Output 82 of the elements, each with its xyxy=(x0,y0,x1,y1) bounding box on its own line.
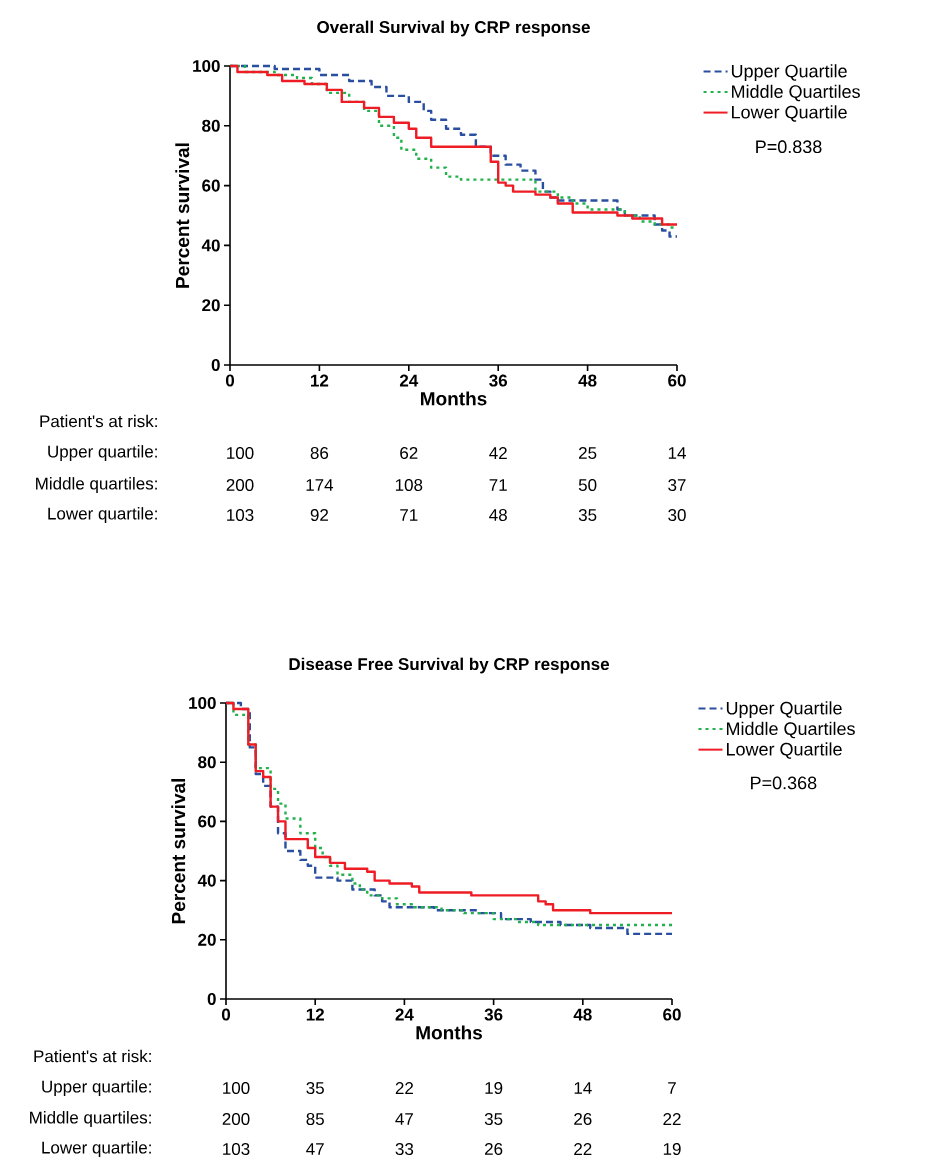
text: 71 xyxy=(489,479,507,491)
legend-label: Lower Quartile xyxy=(732,105,847,122)
y-tick-label: 100 xyxy=(193,59,220,73)
text: 30 xyxy=(668,508,686,522)
y-tick-label: 100 xyxy=(189,696,216,710)
text: 22 xyxy=(395,1082,413,1094)
x-tick-label: 60 xyxy=(663,1008,681,1021)
legend-label: Upper Quartile xyxy=(731,64,847,81)
text: 48 xyxy=(489,508,507,522)
text: 108 xyxy=(395,478,423,492)
x-tick-label: 36 xyxy=(489,374,508,387)
x-tick-label: 48 xyxy=(578,374,597,387)
text: 25 xyxy=(579,446,597,460)
x-tick-label: 48 xyxy=(573,1008,592,1021)
text: P=0.368 xyxy=(751,776,817,790)
text: Middle quartiles: xyxy=(30,1111,151,1127)
chart-title: Overall Survival by CRP response xyxy=(317,20,590,37)
text: 100 xyxy=(223,1081,250,1095)
text: 174 xyxy=(306,479,334,491)
x-tick-label: 12 xyxy=(306,1008,324,1021)
x-axis-title: Months xyxy=(416,1025,482,1040)
text: 103 xyxy=(227,508,254,522)
text: 35 xyxy=(484,1112,503,1126)
chart-title: Disease Free Survival by CRP response xyxy=(289,657,610,674)
text: 200 xyxy=(226,478,254,492)
text: Patient's at risk: xyxy=(40,414,157,428)
y-tick-label: 60 xyxy=(202,179,220,192)
text: 47 xyxy=(306,1143,324,1155)
x-tick-label: 12 xyxy=(311,374,329,387)
text: 33 xyxy=(395,1142,414,1156)
y-tick-label: 20 xyxy=(202,299,220,312)
y-tick-label: 0 xyxy=(207,992,216,1006)
text: Upper quartile: xyxy=(48,445,157,461)
legend-label: Middle Quartiles xyxy=(726,721,855,739)
y-tick-label: 20 xyxy=(198,933,216,946)
x-tick-label: 60 xyxy=(668,374,686,387)
text: 100 xyxy=(227,446,254,460)
y-tick-label: 80 xyxy=(202,119,220,132)
text: 50 xyxy=(578,478,597,492)
text: 47 xyxy=(395,1113,413,1125)
text: 92 xyxy=(310,508,328,522)
x-tick-label: 0 xyxy=(221,1008,231,1021)
text: 14 xyxy=(668,447,686,459)
text: 14 xyxy=(574,1082,592,1094)
text: 26 xyxy=(485,1142,503,1156)
text: 86 xyxy=(310,446,329,460)
text: 42 xyxy=(489,447,507,459)
y-tick-label: 40 xyxy=(197,874,216,887)
legend-label: Middle Quartiles xyxy=(732,84,860,102)
text: Middle quartiles: xyxy=(36,477,157,493)
text: Patient's at risk: xyxy=(34,1049,151,1063)
text: 19 xyxy=(485,1081,503,1095)
text: 71 xyxy=(400,509,418,521)
y-axis-title: Percent survival xyxy=(175,143,190,288)
x-tick-label: 36 xyxy=(484,1008,503,1021)
text: Lower quartile: xyxy=(48,507,157,523)
legend-label: Lower Quartile xyxy=(726,742,842,759)
text: 103 xyxy=(223,1142,250,1156)
x-tick-label: 24 xyxy=(395,1008,414,1021)
text: 85 xyxy=(306,1112,324,1126)
x-axis-title: Months xyxy=(421,391,487,406)
y-tick-label: 0 xyxy=(211,358,220,372)
text: 22 xyxy=(574,1143,592,1155)
text: 7 xyxy=(668,1082,676,1094)
text: 37 xyxy=(668,478,686,492)
y-axis-title: Percent survival xyxy=(171,778,186,924)
text: Upper quartile: xyxy=(42,1080,151,1096)
text: 35 xyxy=(578,508,597,522)
text: 62 xyxy=(400,446,418,460)
y-tick-label: 80 xyxy=(198,756,216,769)
text: P=0.838 xyxy=(756,140,822,154)
x-tick-label: 24 xyxy=(399,374,419,387)
legend-label: Upper Quartile xyxy=(726,701,842,719)
text: 35 xyxy=(306,1081,324,1095)
text: 26 xyxy=(574,1112,592,1126)
text: 200 xyxy=(222,1112,250,1126)
text: 19 xyxy=(663,1142,681,1156)
y-tick-label: 60 xyxy=(198,815,216,828)
text: 22 xyxy=(663,1113,681,1125)
text: Lower quartile: xyxy=(42,1141,151,1157)
x-tick-label: 0 xyxy=(225,374,235,387)
y-tick-label: 40 xyxy=(201,239,220,252)
